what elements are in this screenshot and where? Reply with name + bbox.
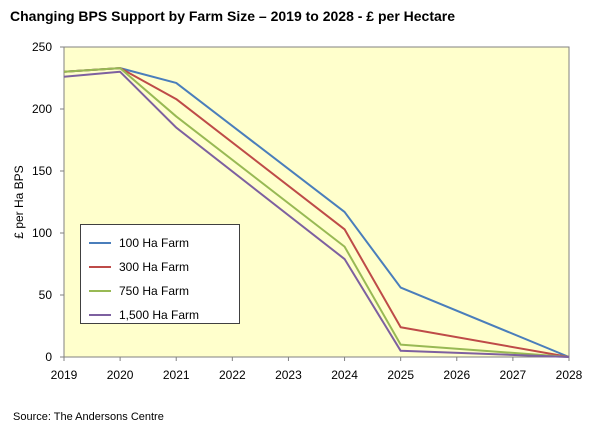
- x-tick-label: 2024: [331, 368, 358, 382]
- y-axis-label: £ per Ha BPS: [12, 165, 26, 238]
- chart-title: Changing BPS Support by Farm Size – 2019…: [10, 8, 456, 24]
- x-tick-label: 2028: [556, 368, 583, 382]
- x-tick-label: 2022: [219, 368, 246, 382]
- x-tick-label: 2027: [500, 368, 527, 382]
- legend-swatch: [89, 266, 111, 268]
- x-axis: 2019 2020 2021 2022 2023 2024 2025 2026 2027 2028: [51, 357, 583, 382]
- x-tick-label: 2021: [163, 368, 190, 382]
- legend-label: 300 Ha Farm: [119, 260, 190, 274]
- series-lines: [63, 67, 570, 358]
- x-tick-label: 2026: [443, 368, 470, 382]
- legend-item: 300 Ha Farm: [81, 255, 239, 279]
- legend-item: 1,500 Ha Farm: [81, 303, 239, 327]
- legend: 100 Ha Farm 300 Ha Farm 750 Ha Farm 1,500 H…: [80, 224, 240, 324]
- series-line: [63, 70, 570, 358]
- y-tick-label: 0: [45, 350, 52, 364]
- legend-item: 750 Ha Farm: [81, 279, 239, 303]
- y-tick-label: 50: [39, 288, 53, 302]
- y-axis: 0 50 100 150 200 250: [32, 40, 64, 364]
- legend-swatch: [89, 242, 111, 244]
- x-tick-label: 2020: [107, 368, 134, 382]
- x-tick-label: 2025: [387, 368, 414, 382]
- y-tick-label: 150: [32, 164, 52, 178]
- source-note: Source: The Andersons Centre: [13, 411, 164, 423]
- x-tick-label: 2023: [275, 368, 302, 382]
- legend-swatch: [89, 314, 111, 316]
- x-tick-label: 2019: [51, 368, 78, 382]
- legend-label: 1,500 Ha Farm: [119, 308, 200, 322]
- legend-item: 100 Ha Farm: [81, 231, 239, 255]
- legend-label: 750 Ha Farm: [119, 284, 190, 298]
- y-tick-label: 250: [32, 40, 52, 54]
- y-tick-label: 200: [32, 102, 52, 116]
- legend-swatch: [89, 290, 111, 292]
- series-line: [63, 67, 570, 358]
- legend-label: 100 Ha Farm: [119, 236, 190, 250]
- y-tick-label: 100: [32, 226, 52, 240]
